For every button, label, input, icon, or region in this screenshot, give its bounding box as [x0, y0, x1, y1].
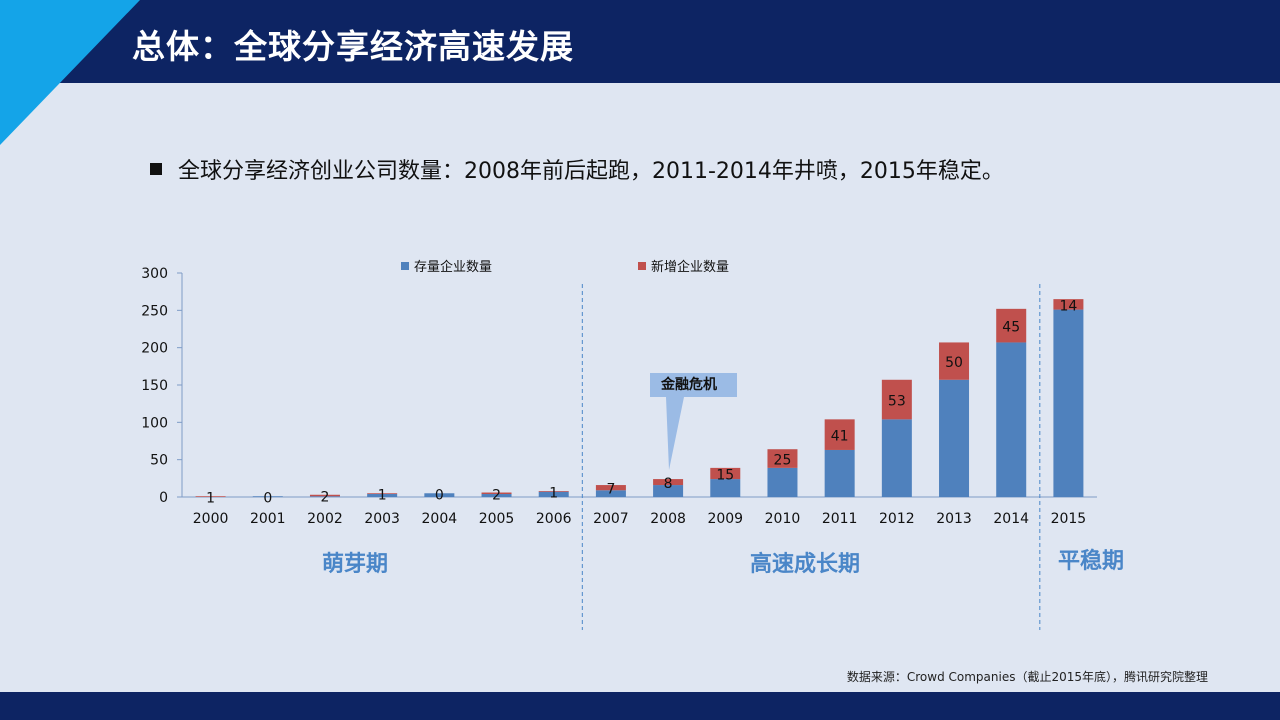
x-tick-label: 2015: [1051, 511, 1087, 527]
data-label-new: 50: [945, 355, 963, 371]
callout-label: 金融危机: [660, 376, 717, 393]
bar-new: [367, 493, 398, 495]
callout-box: [650, 373, 737, 470]
y-tick-label: 200: [141, 341, 168, 357]
bar-new: [1053, 299, 1084, 310]
bar-stock: [424, 493, 455, 497]
bar-stock: [824, 449, 855, 497]
bar-new: [538, 491, 569, 492]
bar-new: [881, 379, 912, 420]
legend-label: 存量企业数量: [414, 259, 492, 275]
bar-stock: [252, 496, 283, 497]
data-label-new: 0: [263, 490, 272, 506]
bar-new: [939, 342, 970, 380]
x-tick-label: 2007: [593, 511, 629, 527]
bar-stock: [767, 467, 798, 497]
bar-new: [653, 479, 684, 486]
data-label-new: 41: [831, 429, 849, 445]
bullet-text: 全球分享经济创业公司数量：2008年前后起跑，2011-2014年井喷，2015…: [178, 159, 1004, 184]
y-tick-label: 100: [141, 415, 168, 431]
bar-stock: [996, 342, 1027, 497]
page-title: 总体：全球分享经济高速发展: [132, 27, 574, 66]
x-tick-label: 2009: [707, 511, 743, 527]
y-tick-label: 150: [141, 378, 168, 394]
phase-label-sprout: 萌芽期: [322, 552, 389, 577]
bar-new: [309, 494, 340, 497]
bar-new: [710, 467, 741, 480]
x-tick-label: 2000: [193, 511, 229, 527]
bar-stock: [309, 496, 340, 497]
bar-new: [481, 492, 512, 495]
data-label-new: 0: [435, 487, 444, 503]
data-label-new: 45: [1002, 320, 1020, 336]
data-label-new: 2: [492, 487, 501, 503]
y-tick-label: 50: [150, 453, 168, 469]
bar-new: [767, 449, 798, 468]
data-label-new: 2: [321, 490, 330, 506]
x-tick-label: 2002: [307, 511, 343, 527]
x-tick-label: 2004: [422, 511, 458, 527]
legend-label: 新增企业数量: [651, 259, 729, 275]
bar-stock: [1053, 309, 1084, 497]
data-label-new: 25: [774, 453, 792, 469]
bar-stock: [881, 419, 912, 497]
data-label-new: 53: [888, 394, 906, 410]
x-tick-label: 2008: [650, 511, 686, 527]
legend-swatch: [401, 262, 409, 270]
data-label-new: 7: [606, 482, 615, 498]
bar-new: [595, 485, 626, 491]
x-tick-label: 2001: [250, 511, 286, 527]
data-label-new: 1: [378, 488, 387, 504]
bar-stock: [710, 479, 741, 497]
legend-swatch: [638, 262, 646, 270]
x-tick-label: 2012: [879, 511, 915, 527]
x-tick-label: 2006: [536, 511, 572, 527]
y-tick-label: 250: [141, 303, 168, 319]
bullet-square-icon: [150, 163, 162, 175]
data-label-new: 1: [549, 485, 558, 501]
bar-stock: [538, 491, 569, 497]
bar-stock: [481, 494, 512, 497]
data-label-new: 14: [1059, 298, 1077, 314]
phase-label-stable: 平稳期: [1058, 549, 1125, 574]
x-tick-label: 2003: [364, 511, 400, 527]
data-label-new: 1: [206, 491, 215, 507]
bar-new: [195, 496, 226, 497]
bar-chart: 0501001502002503001200002001220021200302…: [141, 259, 1097, 630]
bar-stock: [939, 379, 970, 497]
x-tick-label: 2005: [479, 511, 515, 527]
bullet-point: 全球分享经济创业公司数量：2008年前后起跑，2011-2014年井喷，2015…: [150, 153, 1004, 185]
x-tick-label: 2014: [993, 511, 1029, 527]
header-bar: [0, 0, 1280, 83]
y-tick-label: 300: [141, 266, 168, 282]
corner-accent: [0, 0, 140, 145]
bar-stock: [595, 490, 626, 497]
phase-label-growth: 高速成长期: [750, 552, 861, 577]
bar-new: [824, 419, 855, 450]
bar-stock: [367, 494, 398, 497]
footer-bar: [0, 692, 1280, 720]
bar-stock: [653, 485, 684, 497]
source-note: 数据来源：Crowd Companies（截止2015年底），腾讯研究院整理: [846, 670, 1208, 684]
data-label-new: 15: [716, 467, 734, 483]
x-tick-label: 2011: [822, 511, 858, 527]
y-tick-label: 0: [159, 490, 168, 506]
bar-new: [996, 308, 1027, 343]
data-label-new: 8: [664, 476, 673, 492]
x-tick-label: 2013: [936, 511, 972, 527]
x-tick-label: 2010: [765, 511, 801, 527]
